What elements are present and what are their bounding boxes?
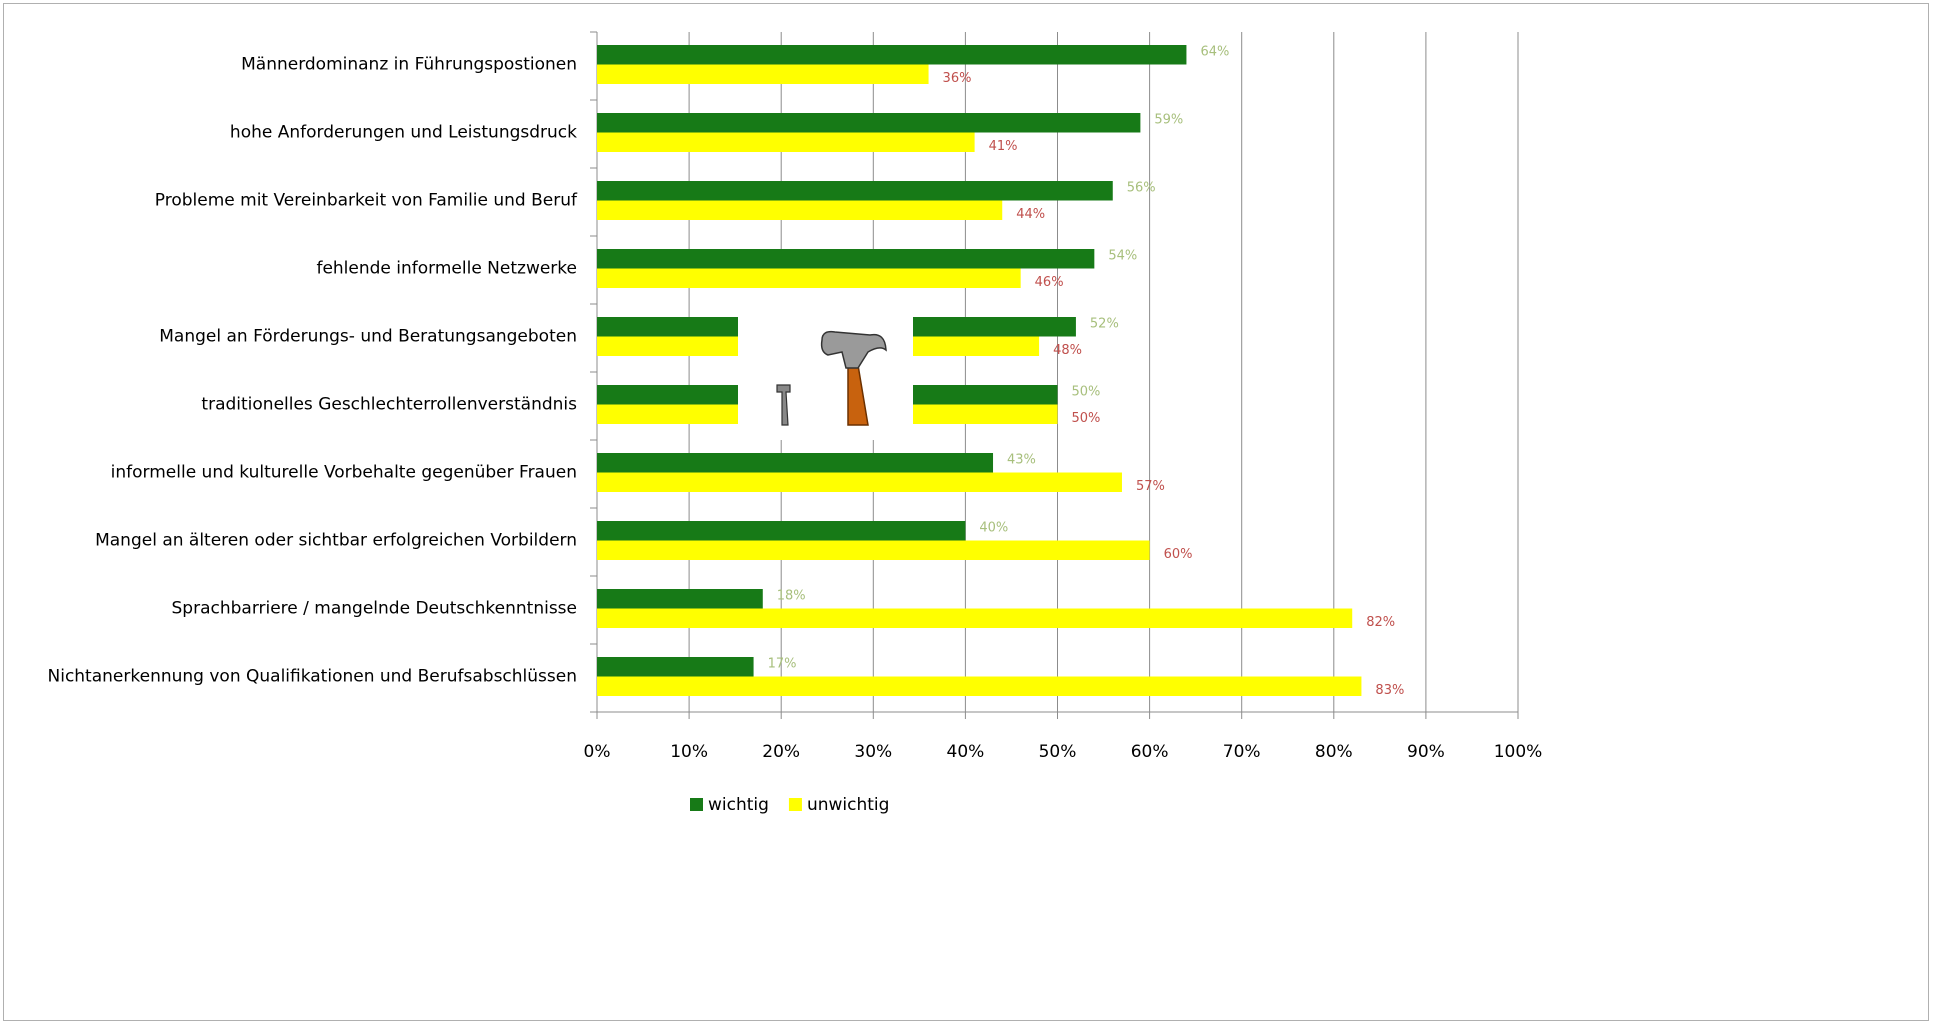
value-label: 83% bbox=[1375, 683, 1404, 698]
x-tick-label: 70% bbox=[1223, 742, 1261, 762]
category-label: Probleme mit Vereinbarkeit von Familie u… bbox=[155, 191, 578, 211]
bar bbox=[597, 200, 1003, 220]
x-tick-label: 50% bbox=[1039, 742, 1077, 762]
x-tick-label: 10% bbox=[670, 742, 708, 762]
value-label: 52% bbox=[1090, 316, 1119, 331]
bar bbox=[597, 132, 975, 152]
category-label: traditionelles Geschlechterrollenverstän… bbox=[201, 395, 577, 415]
x-tick-label: 100% bbox=[1494, 742, 1543, 762]
value-label: 18% bbox=[777, 588, 806, 603]
value-label: 50% bbox=[1072, 384, 1101, 399]
value-label: 41% bbox=[989, 139, 1018, 154]
value-label: 48% bbox=[1053, 343, 1082, 358]
value-label: 36% bbox=[943, 71, 972, 86]
bar bbox=[597, 113, 1141, 133]
bar bbox=[597, 472, 1122, 492]
value-label: 40% bbox=[979, 520, 1008, 535]
value-label: 43% bbox=[1007, 452, 1036, 467]
chart-border bbox=[3, 3, 1929, 1021]
value-label: 17% bbox=[768, 656, 797, 671]
legend-label: unwichtig bbox=[807, 795, 889, 815]
bar bbox=[597, 453, 994, 473]
value-label: 46% bbox=[1035, 275, 1064, 290]
value-label: 82% bbox=[1366, 615, 1395, 630]
marks bbox=[597, 45, 1362, 696]
bar bbox=[597, 676, 1362, 696]
x-tick-label: 30% bbox=[854, 742, 892, 762]
category-label: hohe Anforderungen und Leistungsdruck bbox=[230, 123, 577, 143]
category-label: informelle und kulturelle Vorbehalte geg… bbox=[111, 463, 577, 483]
category-label: fehlende informelle Netzwerke bbox=[316, 259, 577, 279]
x-tick-label: 0% bbox=[584, 742, 611, 762]
value-label: 59% bbox=[1154, 112, 1183, 127]
bar bbox=[597, 608, 1353, 628]
bar bbox=[597, 249, 1095, 269]
x-tick-label: 40% bbox=[947, 742, 985, 762]
value-label: 56% bbox=[1127, 180, 1156, 195]
value-label: 60% bbox=[1164, 547, 1193, 562]
bar bbox=[597, 540, 1150, 560]
bar bbox=[597, 181, 1113, 201]
hammer-head bbox=[820, 330, 887, 369]
bar bbox=[597, 657, 754, 677]
bar bbox=[597, 589, 763, 609]
legend-swatch bbox=[690, 798, 703, 811]
bar bbox=[597, 45, 1187, 65]
legend-label: wichtig bbox=[708, 795, 769, 815]
category-label: Sprachbarriere / mangelnde Deutschkenntn… bbox=[172, 599, 578, 619]
category-label: Nichtanerkennung von Qualifikationen und… bbox=[48, 667, 578, 687]
category-label: Mangel an älteren oder sichtbar erfolgre… bbox=[95, 531, 577, 551]
bar bbox=[597, 268, 1021, 288]
bar bbox=[597, 521, 966, 541]
nail bbox=[776, 384, 791, 426]
clipart-background bbox=[738, 288, 913, 440]
category-label: Mangel an Förderungs- und Beratungsangeb… bbox=[159, 327, 577, 347]
bar bbox=[597, 64, 929, 84]
labels: 0% 10% 20% 30% 40% 50% 60% 70% 80% 90% 100% Männerd… bbox=[48, 44, 1543, 815]
value-label: 54% bbox=[1108, 248, 1137, 263]
value-label: 44% bbox=[1016, 207, 1045, 222]
legend-swatch bbox=[788, 798, 802, 811]
value-label: 64% bbox=[1200, 44, 1229, 59]
x-tick-label: 90% bbox=[1407, 742, 1445, 762]
clipart bbox=[738, 288, 913, 440]
x-tick-label: 20% bbox=[762, 742, 800, 762]
category-label: Männerdominanz in Führungspostionen bbox=[241, 55, 577, 75]
x-tick-label: 80% bbox=[1315, 742, 1353, 762]
x-tick-label: 60% bbox=[1131, 742, 1169, 762]
value-label: 50% bbox=[1072, 411, 1101, 426]
value-label: 57% bbox=[1136, 479, 1165, 494]
